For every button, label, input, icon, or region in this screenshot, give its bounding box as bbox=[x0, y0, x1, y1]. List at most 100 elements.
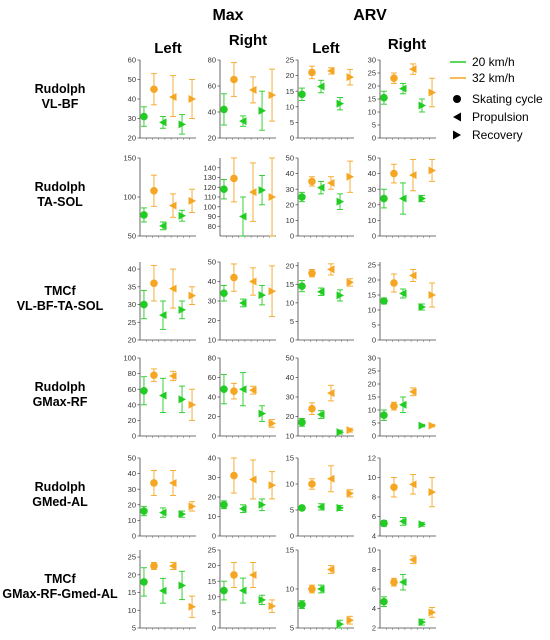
header-arv-right: Right bbox=[388, 36, 426, 53]
y-tick-label: 15 bbox=[208, 577, 216, 586]
y-tick-label: 50 bbox=[128, 232, 136, 241]
y-tick-label: 35 bbox=[128, 282, 136, 291]
data-point-cycle bbox=[140, 211, 148, 219]
y-tick-label: 140 bbox=[203, 163, 216, 172]
data-point-propulsion bbox=[239, 586, 247, 595]
y-tick-label: 15 bbox=[286, 454, 294, 463]
row-label: Rudolph bbox=[35, 380, 86, 394]
data-point-recovery bbox=[188, 502, 197, 511]
row-label: Rudolph bbox=[35, 180, 86, 194]
y-tick-label: 0 bbox=[212, 624, 216, 633]
data-point-recovery bbox=[346, 278, 355, 287]
data-point-propulsion bbox=[409, 65, 417, 74]
y-tick-label: 2 bbox=[372, 624, 376, 633]
panel: 0 5 10 15 20 25 bbox=[208, 546, 277, 633]
y-tick-label: 80 bbox=[208, 56, 216, 65]
y-tick-label: 30 bbox=[368, 354, 376, 363]
y-tick-label: 20 bbox=[208, 412, 216, 421]
data-point-recovery bbox=[178, 305, 187, 314]
y-tick-label: 120 bbox=[203, 183, 216, 192]
data-point-propulsion bbox=[239, 212, 247, 221]
data-point-propulsion bbox=[169, 93, 177, 102]
panel: 0 5 10 15 20 25 30 bbox=[368, 56, 437, 143]
data-point-recovery bbox=[346, 616, 355, 625]
data-point-propulsion bbox=[409, 271, 417, 280]
y-tick-label: 30 bbox=[128, 485, 136, 494]
data-point-propulsion bbox=[249, 386, 257, 395]
data-point-recovery bbox=[258, 409, 267, 418]
data-point-cycle bbox=[390, 169, 398, 178]
y-tick-label: 10 bbox=[368, 473, 376, 482]
y-tick-label: 0 bbox=[132, 432, 136, 441]
data-point-recovery bbox=[418, 303, 427, 311]
data-point-recovery bbox=[418, 194, 427, 203]
y-tick-label: 15 bbox=[368, 291, 376, 300]
y-tick-label: 25 bbox=[368, 261, 376, 270]
y-tick-label: 20 bbox=[128, 570, 136, 579]
data-point-propulsion bbox=[169, 478, 177, 487]
data-point-cycle bbox=[390, 483, 398, 492]
y-tick-label: 100 bbox=[123, 193, 136, 202]
y-tick-label: 10 bbox=[286, 216, 294, 225]
data-point-recovery bbox=[418, 520, 427, 529]
data-point-recovery bbox=[188, 95, 197, 103]
data-point-propulsion bbox=[169, 561, 177, 570]
panel: 5 10 15 20 25 bbox=[128, 550, 197, 633]
data-point-cycle bbox=[220, 185, 228, 193]
data-point-cycle bbox=[220, 501, 228, 509]
y-tick-label: 20 bbox=[128, 134, 136, 143]
data-point-recovery bbox=[268, 91, 277, 100]
y-tick-label: 30 bbox=[128, 114, 136, 123]
y-tick-label: 10 bbox=[286, 480, 294, 489]
legend: 20 km/h 32 km/h Skating cycle Propulsion… bbox=[450, 55, 543, 142]
row-label: Rudolph bbox=[35, 82, 86, 96]
data-point-recovery bbox=[188, 291, 197, 300]
y-tick-label: 50 bbox=[286, 154, 294, 163]
data-point-recovery bbox=[268, 602, 277, 611]
header-arv: ARV bbox=[353, 7, 387, 24]
data-point-recovery bbox=[258, 186, 267, 195]
y-tick-label: 15 bbox=[286, 87, 294, 96]
y-tick-label: 5 bbox=[290, 118, 294, 127]
data-point-cycle bbox=[230, 75, 238, 84]
data-point-cycle bbox=[380, 597, 388, 606]
data-point-propulsion bbox=[399, 578, 407, 587]
data-point-propulsion bbox=[317, 183, 325, 192]
panel: 4 6 8 10 12 bbox=[368, 454, 437, 541]
row-label: GMax-RF-Gmed-AL bbox=[2, 587, 118, 601]
data-point-recovery bbox=[188, 400, 197, 409]
y-tick-label: 5 bbox=[212, 608, 216, 617]
y-tick-label: 5 bbox=[290, 506, 294, 515]
data-point-recovery bbox=[346, 73, 355, 82]
y-tick-label: 20 bbox=[286, 261, 294, 270]
data-point-propulsion bbox=[409, 171, 417, 180]
data-point-propulsion bbox=[399, 517, 407, 526]
panel: 0 5 10 15 20 25 bbox=[286, 56, 355, 143]
data-point-cycle bbox=[308, 480, 316, 488]
y-tick-label: 15 bbox=[368, 393, 376, 402]
y-tick-label: 50 bbox=[368, 154, 376, 163]
y-tick-label: 6 bbox=[372, 512, 376, 521]
y-tick-label: 20 bbox=[368, 82, 376, 91]
y-tick-label: 10 bbox=[286, 432, 294, 441]
y-tick-label: 40 bbox=[286, 373, 294, 382]
data-point-propulsion bbox=[159, 586, 167, 595]
y-tick-label: 40 bbox=[368, 169, 376, 178]
data-point-cycle bbox=[140, 112, 148, 121]
y-tick-label: 30 bbox=[368, 185, 376, 194]
data-point-cycle bbox=[298, 418, 306, 427]
data-point-propulsion bbox=[159, 508, 167, 517]
data-point-propulsion bbox=[239, 298, 247, 307]
data-point-cycle bbox=[140, 507, 148, 515]
y-tick-label: 0 bbox=[290, 232, 294, 241]
y-tick-label: 80 bbox=[208, 354, 216, 363]
data-point-cycle bbox=[230, 387, 238, 395]
y-tick-label: 25 bbox=[128, 318, 136, 327]
data-point-propulsion bbox=[317, 82, 325, 91]
y-tick-label: 0 bbox=[372, 134, 376, 143]
row-label: TA-SOL bbox=[37, 195, 83, 209]
panel: 0 5 10 15 bbox=[286, 454, 355, 541]
data-point-cycle bbox=[230, 571, 238, 579]
row-group: TMCfVL-BF-TA-SOL202530354010203040500510… bbox=[17, 258, 437, 345]
